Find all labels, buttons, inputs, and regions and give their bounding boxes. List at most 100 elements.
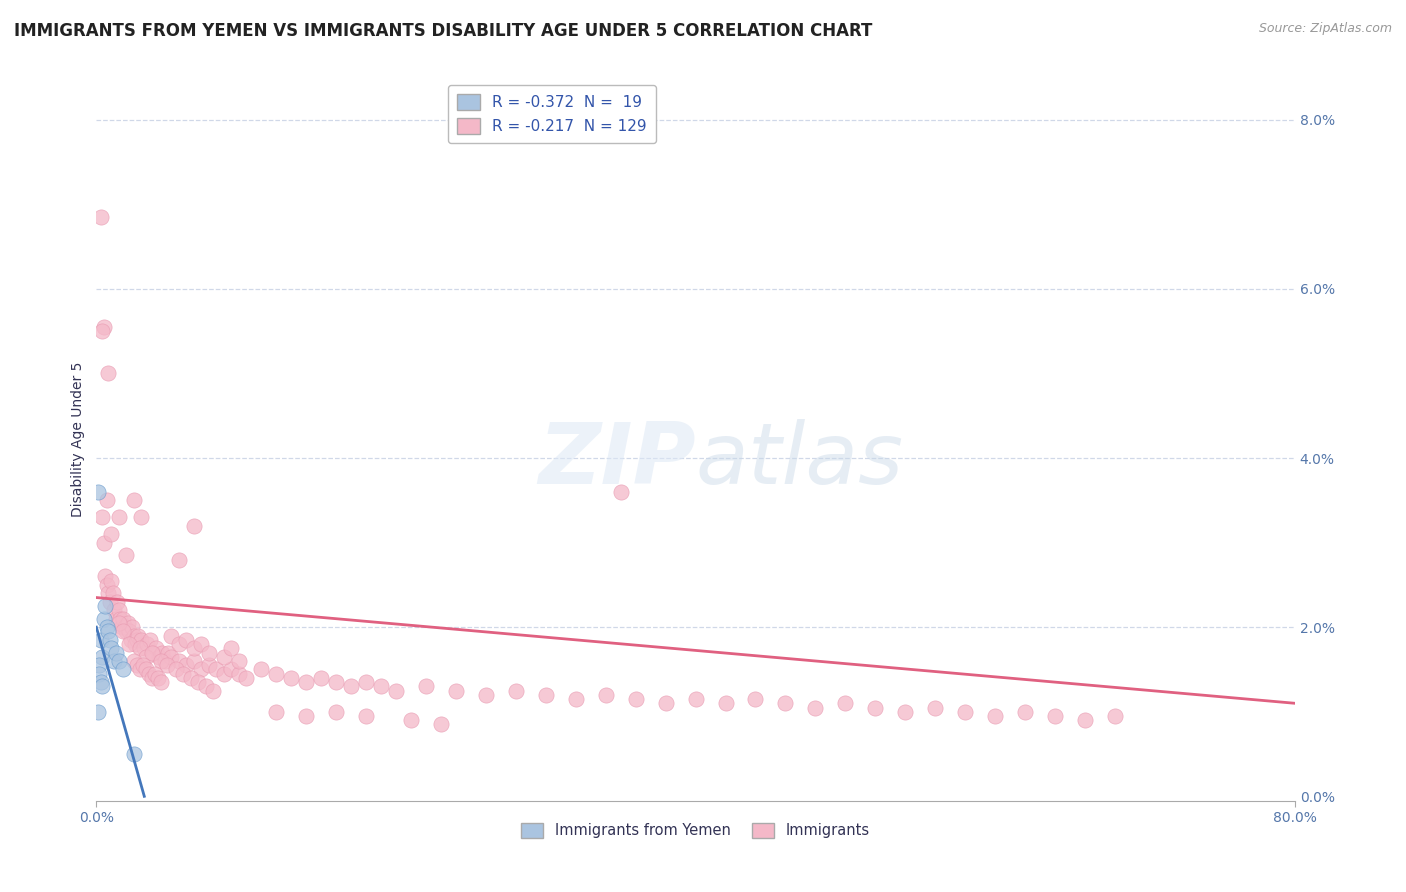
Point xyxy=(865,700,887,714)
Point xyxy=(141,671,163,685)
Point xyxy=(108,510,131,524)
Point xyxy=(167,552,190,566)
Point xyxy=(180,671,202,685)
Point xyxy=(103,603,125,617)
Point xyxy=(108,615,131,630)
Point xyxy=(100,527,122,541)
Point xyxy=(90,675,112,690)
Y-axis label: Disability Age Under 5: Disability Age Under 5 xyxy=(72,361,86,516)
Point xyxy=(157,646,180,660)
Point xyxy=(534,688,557,702)
Point xyxy=(1074,713,1097,727)
Point xyxy=(105,595,128,609)
Point xyxy=(139,632,162,647)
Point xyxy=(89,666,111,681)
Point xyxy=(205,662,228,676)
Legend: Immigrants from Yemen, Immigrants: Immigrants from Yemen, Immigrants xyxy=(515,817,876,844)
Point xyxy=(136,637,159,651)
Point xyxy=(118,624,141,639)
Point xyxy=(93,612,115,626)
Point xyxy=(91,649,114,664)
Point xyxy=(295,675,318,690)
Point xyxy=(129,510,152,524)
Point xyxy=(325,705,347,719)
Point xyxy=(1043,709,1066,723)
Point xyxy=(775,696,797,710)
Point xyxy=(100,574,122,588)
Point xyxy=(415,679,437,693)
Point xyxy=(295,709,318,723)
Text: ZIP: ZIP xyxy=(538,419,696,502)
Point xyxy=(135,662,157,676)
Point xyxy=(183,518,205,533)
Point xyxy=(174,658,197,673)
Point xyxy=(197,646,219,660)
Point xyxy=(142,646,165,660)
Point xyxy=(89,658,111,673)
Point xyxy=(93,535,115,549)
Point xyxy=(97,367,120,381)
Point xyxy=(129,632,152,647)
Point xyxy=(264,705,287,719)
Point xyxy=(91,510,114,524)
Point xyxy=(104,646,127,660)
Point xyxy=(145,641,167,656)
Point xyxy=(120,632,142,647)
Point xyxy=(125,632,148,647)
Point xyxy=(685,692,707,706)
Point xyxy=(609,484,631,499)
Point xyxy=(141,646,163,660)
Point xyxy=(354,709,377,723)
Point xyxy=(564,692,586,706)
Point xyxy=(101,586,124,600)
Point xyxy=(953,705,976,719)
Point xyxy=(984,709,1007,723)
Point xyxy=(124,637,146,651)
Point xyxy=(96,493,118,508)
Point xyxy=(127,629,149,643)
Point xyxy=(93,320,115,334)
Point xyxy=(340,679,363,693)
Point xyxy=(534,112,557,127)
Point xyxy=(183,654,205,668)
Point xyxy=(108,603,131,617)
Point xyxy=(167,654,190,668)
Point xyxy=(235,671,257,685)
Point xyxy=(172,666,194,681)
Point xyxy=(112,612,135,626)
Point xyxy=(91,324,114,338)
Point xyxy=(122,629,145,643)
Point xyxy=(103,654,125,668)
Point xyxy=(104,612,127,626)
Point xyxy=(149,654,172,668)
Point xyxy=(155,654,177,668)
Point xyxy=(444,683,467,698)
Point xyxy=(197,658,219,673)
Point xyxy=(1104,709,1126,723)
Point xyxy=(112,662,135,676)
Point xyxy=(94,599,117,613)
Point xyxy=(97,624,120,639)
Point xyxy=(160,649,183,664)
Point xyxy=(714,696,737,710)
Point xyxy=(138,666,160,681)
Point xyxy=(97,586,120,600)
Point xyxy=(309,671,332,685)
Point xyxy=(117,615,139,630)
Point xyxy=(112,624,135,639)
Point xyxy=(505,683,527,698)
Point xyxy=(118,637,141,651)
Point xyxy=(370,679,392,693)
Point xyxy=(122,747,145,761)
Point xyxy=(595,688,617,702)
Point xyxy=(90,632,112,647)
Point xyxy=(87,484,110,499)
Point xyxy=(121,620,143,634)
Point xyxy=(149,675,172,690)
Point xyxy=(122,654,145,668)
Point xyxy=(228,654,250,668)
Point xyxy=(804,700,827,714)
Point xyxy=(115,549,138,563)
Point xyxy=(128,641,150,656)
Point xyxy=(100,641,122,656)
